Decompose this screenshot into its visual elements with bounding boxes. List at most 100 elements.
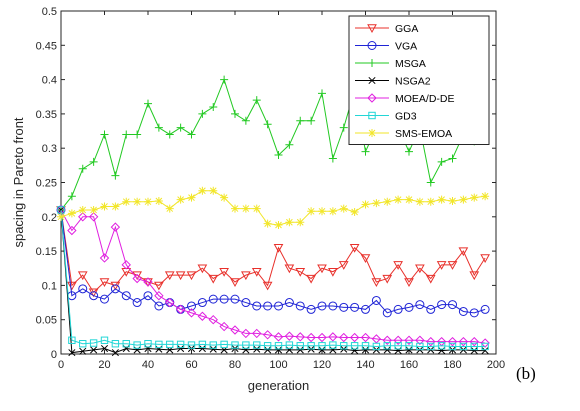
data-point-gd3 [350,342,359,350]
data-point-msga [274,151,283,160]
data-point-gga [273,243,284,253]
data-point-moea-d-de [88,212,99,222]
data-point-sms-emoa [57,212,65,221]
data-point-nsga2 [198,344,206,353]
data-point-vga [306,304,316,314]
legend-label: MSGA [395,58,426,70]
x-tick-label: 160 [400,359,418,371]
legend-label: GD3 [395,111,417,123]
data-point-vga [230,294,240,304]
legend-marker [368,111,376,120]
data-point-gga [262,281,273,291]
data-point-gga [306,274,316,284]
y-tick-label: 0 [51,349,57,361]
data-point-gd3 [187,341,196,349]
legend-entry-gd3: GD3 [355,111,417,123]
data-point-vga [274,301,283,311]
data-point-moea-d-de [78,212,88,222]
data-point-gd3 [155,340,163,349]
data-point-msga [318,89,326,98]
data-point-sms-emoa [415,197,424,206]
legend-marker [367,93,377,103]
legend-label: NSGA2 [395,76,431,88]
data-point-gd3 [198,340,207,349]
data-point-sms-emoa [198,186,207,195]
data-point-moea-d-de [262,330,273,340]
data-point-gga [382,274,393,284]
data-point-msga [154,123,163,132]
data-point-gd3 [79,340,87,348]
data-point-gd3 [470,342,478,351]
series-line-nsga2 [60,209,486,354]
data-point-sms-emoa [448,197,457,206]
data-point-gga [175,271,186,281]
data-point-gd3 [220,340,228,349]
data-point-nsga2 [438,347,446,355]
legend-label: VGA [395,41,417,53]
data-point-vga [393,304,403,314]
data-point-vga [469,308,479,318]
data-point-nsga2 [383,346,391,354]
data-point-gga [425,274,436,284]
data-point-vga [426,304,436,314]
data-point-gga [88,288,99,298]
y-axis-label: spacing in Pareto front [11,117,26,247]
data-point-sms-emoa [176,195,185,204]
data-point-sms-emoa [89,205,98,214]
data-point-gd3 [416,342,424,351]
data-point-vga [219,294,229,304]
data-point-sms-emoa [372,199,381,208]
data-point-gga [77,271,88,281]
x-tick-label: 180 [443,359,461,371]
data-point-sms-emoa [252,204,261,213]
data-point-gd3 [329,341,337,349]
data-point-gd3 [100,336,109,344]
data-point-gga [219,267,229,277]
data-point-moea-d-de [426,336,436,347]
data-point-vga [339,302,349,312]
data-point-moea-d-de [154,290,164,301]
data-point-vga [371,295,381,305]
data-point-msga [78,164,87,173]
data-point-msga [405,147,413,156]
data-point-gga [110,281,121,291]
data-point-sms-emoa [67,209,76,218]
data-point-msga [296,116,305,125]
data-point-vga [437,300,447,310]
data-point-gga [371,278,382,287]
data-point-msga [437,157,446,166]
data-point-gd3 [296,342,304,350]
data-point-sms-emoa [394,195,403,204]
legend-entry-moea-d-de: MOEA/D-DE [355,93,455,105]
data-point-nsga2 [318,346,326,354]
data-point-sms-emoa [459,195,468,204]
data-point-gd3 [307,342,315,350]
data-point-gga [317,264,327,274]
data-point-moea-d-de [197,311,208,321]
data-point-nsga2 [144,344,152,353]
data-point-gga [415,264,425,274]
data-point-gd3 [361,342,370,350]
data-point-moea-d-de [447,336,458,347]
data-point-vga [132,298,142,308]
data-point-moea-d-de [349,332,360,343]
data-point-gd3 [383,342,391,350]
series-line-sms-emoa [60,190,486,226]
data-point-moea-d-de [480,338,490,348]
data-point-msga [122,130,131,139]
data-point-nsga2 [394,347,402,355]
data-point-msga [144,99,152,108]
panel-label: (b) [516,364,536,383]
data-point-msga [165,130,174,139]
data-point-gd3 [68,336,76,344]
data-point-moea-d-de [165,297,175,308]
series-line-gd3 [60,209,486,347]
data-point-msga [241,116,250,125]
data-point-nsga2 [68,349,76,357]
data-point-gd3 [231,341,239,349]
data-point-gga [349,243,360,253]
legend: GGA VGA MSGA NSGA2 MOEA/D-DE GD3 SMS-EMOA [348,15,490,145]
data-point-vga [121,291,131,301]
y-tick-label: 0.15 [36,246,57,258]
